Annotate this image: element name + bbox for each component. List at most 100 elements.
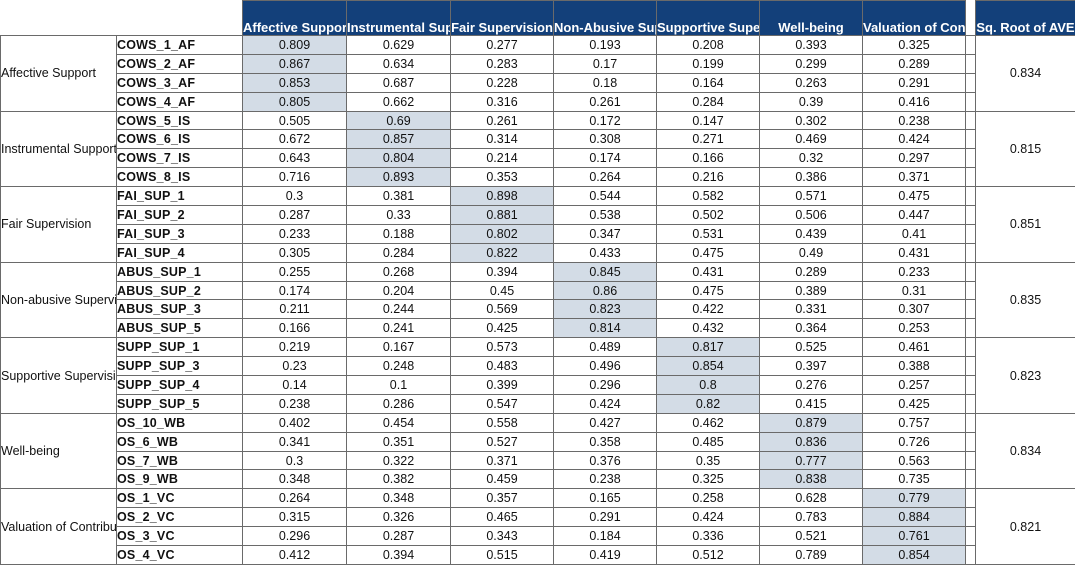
loading-cell: 0.208 [656,35,760,55]
loading-cell: 0.364 [759,318,863,339]
loading-cell: 0.228 [450,72,554,93]
loading-cell: 0.264 [553,167,657,188]
loading-cell: 0.255 [242,261,347,282]
item-label: OS_1_VC [116,488,243,509]
loading-cell: 0.297 [862,148,966,169]
loading-cell-own-construct: 0.823 [553,299,657,320]
header-affective-support: Affective Support [242,0,347,36]
loading-cell: 0.199 [656,53,760,74]
item-label: COWS_5_IS [116,110,243,131]
table-row: FAI_SUP_4 0.305 0.284 0.822 0.433 0.475 0.49 0.… [1,242,1075,263]
column-gap [965,375,976,395]
loading-cell-own-construct: 0.881 [450,205,554,225]
header-sq-root-ave: Sq. Root of AVE [975,0,1075,36]
loading-cell: 0.399 [450,375,554,395]
loading-cell: 0.412 [242,545,347,565]
item-label: OS_10_WB [116,412,243,433]
item-label: COWS_6_IS [116,129,243,150]
loading-cell: 0.322 [346,450,451,471]
table-row: COWS_6_IS 0.672 0.857 0.314 0.308 0.271 0.469 0… [1,129,1075,150]
header-row: Affective Support Instrumental Support F… [0,0,1075,36]
table-row: OS_3_VC 0.296 0.287 0.343 0.184 0.336 0.521 0.7… [1,526,1075,547]
column-gap [965,261,976,282]
loading-cell-own-construct: 0.854 [656,356,760,377]
table-row: Well-being OS_10_WB 0.402 0.454 0.558 0.427 0.… [0,412,1075,490]
loading-cell: 0.351 [346,431,451,452]
loading-cell: 0.284 [346,242,451,263]
loading-cell: 0.39 [759,91,863,112]
item-label: SUPP_SUP_3 [116,356,243,377]
sqrt-ave-value: 0.815 [975,110,1075,188]
loading-cell: 0.147 [656,110,760,131]
loading-cell: 0.431 [656,261,760,282]
loading-cell: 0.3 [242,450,347,471]
loading-cell: 0.248 [346,356,451,377]
loading-cell: 0.454 [346,412,451,433]
loading-cell-own-construct: 0.805 [242,91,347,112]
loading-cell: 0.193 [553,35,657,55]
loading-cell: 0.299 [759,53,863,74]
loading-cell: 0.348 [242,469,347,490]
column-gap [965,469,976,490]
loading-cell-own-construct: 0.779 [862,488,966,509]
loading-cell: 0.783 [759,507,863,528]
column-gap [965,186,976,207]
table-row: Valuation of ContributionOS_1_VC0.2640.3… [0,488,1075,565]
loading-cell: 0.515 [450,545,554,565]
loading-cell: 0.628 [759,488,863,509]
item-label: FAI_SUP_4 [116,242,243,263]
loading-cell: 0.726 [862,431,966,452]
loading-cell: 0.287 [242,205,347,225]
table-row: OS_7_WB 0.3 0.322 0.371 0.376 0.35 0.777 0.563 [1,450,1075,471]
loading-cell: 0.241 [346,318,451,339]
column-gap [965,337,976,358]
loading-cell: 0.502 [656,205,760,225]
loading-cell: 0.393 [759,35,863,55]
column-gap [965,280,976,301]
loading-cell-own-construct: 0.804 [346,148,451,169]
loading-cell: 0.276 [759,375,863,395]
loading-cell: 0.258 [656,488,760,509]
column-gap [965,53,976,74]
loading-cell: 0.204 [346,280,451,301]
loading-cell: 0.277 [450,35,554,55]
loading-cell: 0.525 [759,337,863,358]
loading-cell: 0.216 [656,167,760,188]
table-row: OS_2_VC 0.315 0.326 0.465 0.291 0.424 0.783 0.8… [1,507,1075,528]
loading-cell: 0.394 [450,261,554,282]
loading-cell: 0.475 [862,186,966,207]
loading-cell-own-construct: 0.854 [862,545,966,565]
loading-cell: 0.3 [242,186,347,207]
item-label: FAI_SUP_2 [116,205,243,225]
loading-cell: 0.264 [242,488,347,509]
loading-cell: 0.291 [862,72,966,93]
column-gap [965,488,976,509]
loading-cell: 0.326 [346,507,451,528]
loading-cell: 0.735 [862,469,966,490]
loading-cell: 0.424 [553,393,657,414]
loading-cell: 0.296 [553,375,657,395]
table-row: Fair Supervision FAI_SUP_1 0.3 0.381 0.898 0.… [0,186,1075,263]
item-label: ABUS_SUP_3 [116,299,243,320]
item-label: OS_9_WB [116,469,243,490]
loading-cell: 0.166 [656,148,760,169]
loading-cell: 0.347 [553,223,657,244]
loading-cell: 0.358 [553,431,657,452]
loading-cell: 0.489 [553,337,657,358]
loading-cell: 0.164 [656,72,760,93]
table-row: Non-abusive SupervisionABUS_SUP_10.2550.… [0,261,1075,339]
header-well-being: Well-being [759,0,863,36]
loading-cell: 0.166 [242,318,347,339]
loading-cell: 0.475 [656,280,760,301]
loading-cell-own-construct: 0.845 [553,261,657,282]
loading-cell: 0.32 [759,148,863,169]
item-label: OS_2_VC [116,507,243,528]
loading-cell: 0.662 [346,91,451,112]
loading-cell: 0.433 [553,242,657,263]
loading-cell: 0.253 [862,318,966,339]
item-label: FAI_SUP_3 [116,223,243,244]
item-label: FAI_SUP_1 [116,186,243,207]
loading-cell: 0.547 [450,393,554,414]
construct-label: Affective Support [0,35,117,112]
